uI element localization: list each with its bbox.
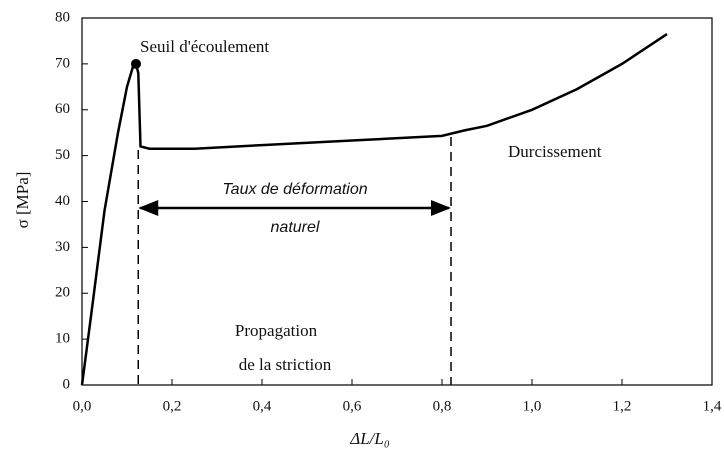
plot-frame xyxy=(81,17,713,386)
annotation: Durcissement xyxy=(508,142,602,161)
y-tick-label: 20 xyxy=(55,285,70,301)
x-tick-label: 0,6 xyxy=(343,398,362,414)
x-tick-label: 0,0 xyxy=(73,398,92,414)
y-tick-label: 60 xyxy=(55,101,70,117)
y-tick-label: 50 xyxy=(55,147,70,163)
annotation: naturel xyxy=(271,219,320,236)
y-tick-label: 70 xyxy=(55,55,70,71)
x-axis-label: ΔL/L₀ xyxy=(349,429,390,448)
y-tick-label: 40 xyxy=(55,193,70,209)
yield-point xyxy=(131,58,141,69)
curve xyxy=(80,33,668,386)
y-axis-label: σ [MPa] xyxy=(13,172,32,229)
x-tick-label: 1,4 xyxy=(703,398,722,414)
x-tick-label: 1,0 xyxy=(523,398,542,414)
annotation: de la striction xyxy=(239,355,332,374)
annotation: Taux de déformation xyxy=(222,181,367,198)
annotation: Propagation xyxy=(235,321,318,340)
y-tick-label: 10 xyxy=(55,331,70,347)
y-tick-label: 80 xyxy=(55,9,70,25)
x-tick-label: 0,2 xyxy=(163,398,182,414)
y-tick-label: 30 xyxy=(55,239,70,255)
x-tick-label: 1,2 xyxy=(613,398,632,414)
x-tick-label: 0,8 xyxy=(433,398,452,414)
x-tick-label: 0,4 xyxy=(253,398,272,414)
annotation: Seuil d'écoulement xyxy=(140,37,269,56)
y-tick-label: 0 xyxy=(63,376,71,392)
